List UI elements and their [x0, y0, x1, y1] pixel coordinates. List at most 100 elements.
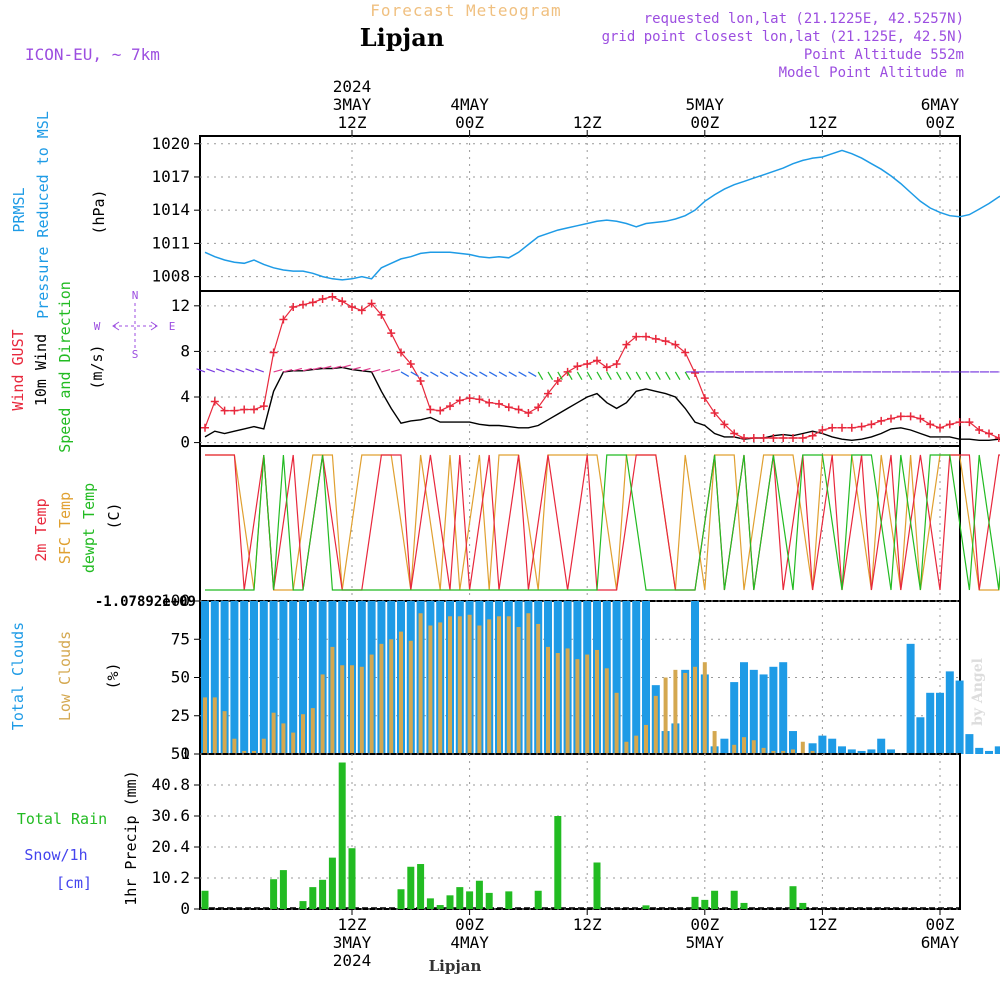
y-tick-label: 10.2: [151, 868, 190, 887]
y-tick-label: 4: [180, 387, 190, 406]
wind-direction-arrow: [645, 371, 652, 381]
total-cloud-bar: [887, 749, 895, 754]
gust-marker: [965, 418, 974, 427]
total-cloud-bar: [965, 734, 974, 754]
low-cloud-bar: [634, 735, 639, 754]
total-cloud-bar: [926, 692, 935, 754]
low-cloud-bar: [320, 674, 325, 754]
compass-rose: N S W E: [94, 289, 176, 361]
top-tick-label-5-1: 00Z: [926, 113, 955, 132]
y-tick-label: 20.4: [151, 837, 190, 856]
gust-marker: [838, 423, 846, 432]
precip-bar: [348, 848, 356, 909]
total-cloud-bar: [308, 601, 317, 754]
gust-marker: [985, 429, 993, 438]
model-label: ICON-EU, ~ 7km: [25, 45, 160, 64]
top-tick-label-0-0: 2024: [333, 77, 372, 96]
gust-marker: [994, 434, 1000, 443]
gust-marker: [749, 434, 758, 443]
low-cloud-bar: [663, 677, 668, 754]
temperature-panel: -1.07892e+09: [95, 445, 1000, 610]
precip-bar: [475, 880, 483, 909]
wind-direction-arrow: [674, 371, 681, 381]
wind-direction-arrow: [410, 371, 419, 377]
gust-marker: [808, 431, 817, 440]
low-cloud-bar: [340, 665, 345, 754]
bottom-tick-label-1-0: 00Z: [455, 915, 484, 934]
gust-marker: [348, 302, 356, 311]
precip-bar: [436, 905, 444, 909]
low-cloud-bar: [291, 732, 296, 754]
gust-marker: [308, 298, 317, 307]
total-cloud-bar: [299, 601, 307, 754]
total-cloud-bar: [289, 601, 298, 754]
low-cloud-bar: [624, 741, 629, 754]
precip-bar: [328, 857, 336, 909]
low-cloud-bar: [732, 744, 737, 754]
wind-direction-arrow: [206, 368, 216, 373]
bottom-tick-label-3-1: 5MAY: [686, 933, 725, 952]
total-cloud-bar: [828, 738, 837, 754]
precip-bar: [407, 866, 415, 909]
precip-bar: [456, 887, 464, 909]
low-cloud-bar: [261, 738, 266, 754]
y-tick-label: 50: [171, 668, 190, 687]
precip-bar: [701, 899, 709, 909]
wind-direction-arrow: [312, 366, 322, 371]
wind-direction-arrow: [322, 365, 332, 370]
y-tick-label: 1011: [151, 233, 190, 252]
wind-direction-arrow: [361, 367, 371, 372]
y-tick-label: 30.6: [151, 806, 190, 825]
gust-marker: [798, 434, 807, 443]
top-tick-label-0-1: 3MAY: [333, 95, 372, 114]
total-clouds-label: Total Clouds: [9, 622, 27, 730]
dewpt-temp-line: [205, 454, 1000, 591]
gust-marker: [220, 406, 229, 415]
precip-bar: [309, 887, 317, 909]
top-tick-label-1-0: 4MAY: [450, 95, 489, 114]
low-cloud-bar: [438, 622, 443, 754]
total-cloud-bar: [622, 601, 631, 754]
gust-marker: [916, 414, 925, 423]
gust-marker: [475, 395, 484, 404]
low-cloud-bar: [555, 653, 560, 754]
gust-marker: [563, 367, 572, 376]
wind-direction-arrow: [576, 371, 583, 381]
total-cloud-bar: [720, 738, 729, 754]
wind-direction-arrow: [332, 365, 342, 370]
y-tick-label: 51: [171, 744, 190, 763]
precip-bar: [397, 889, 405, 909]
wind-direction-arrow: [449, 371, 459, 377]
total-cloud-bar: [230, 601, 239, 754]
low-cloud-bar: [350, 665, 354, 754]
top-tick-label-1-1: 00Z: [455, 113, 484, 132]
wind-direction-arrow: [518, 371, 527, 377]
total-cloud-bar: [730, 682, 739, 754]
precip-bar: [505, 891, 513, 909]
top-tick-label-4-0: 12Z: [808, 113, 837, 132]
total-cloud-bar: [936, 692, 944, 754]
panel-frame: [199, 445, 961, 602]
total-cloud-bar: [642, 601, 650, 754]
gust-marker: [328, 292, 337, 301]
compass-n: N: [132, 289, 139, 302]
low-cloud-bar: [653, 695, 658, 754]
wind-direction-arrow: [567, 371, 573, 381]
wind-direction-arrow: [508, 371, 517, 377]
gust-marker: [769, 434, 778, 443]
y-tick-label: 8: [180, 341, 190, 360]
wind-direction-arrow: [391, 369, 401, 373]
low-cloud-bar: [418, 613, 423, 754]
gust-marker: [338, 297, 347, 306]
precip-bar: [789, 886, 797, 909]
gust-marker: [857, 422, 866, 431]
gust-marker: [269, 348, 278, 357]
gust-marker: [387, 329, 396, 338]
total-cloud-bar: [220, 601, 229, 754]
low-cloud-bar: [448, 616, 452, 754]
gust-marker: [495, 399, 503, 408]
total-cloud-bar: [847, 749, 856, 754]
wind-direction-arrow: [665, 371, 671, 381]
bottom-tick-label-0-0: 12Z: [338, 915, 367, 934]
precip-bar: [270, 879, 278, 909]
